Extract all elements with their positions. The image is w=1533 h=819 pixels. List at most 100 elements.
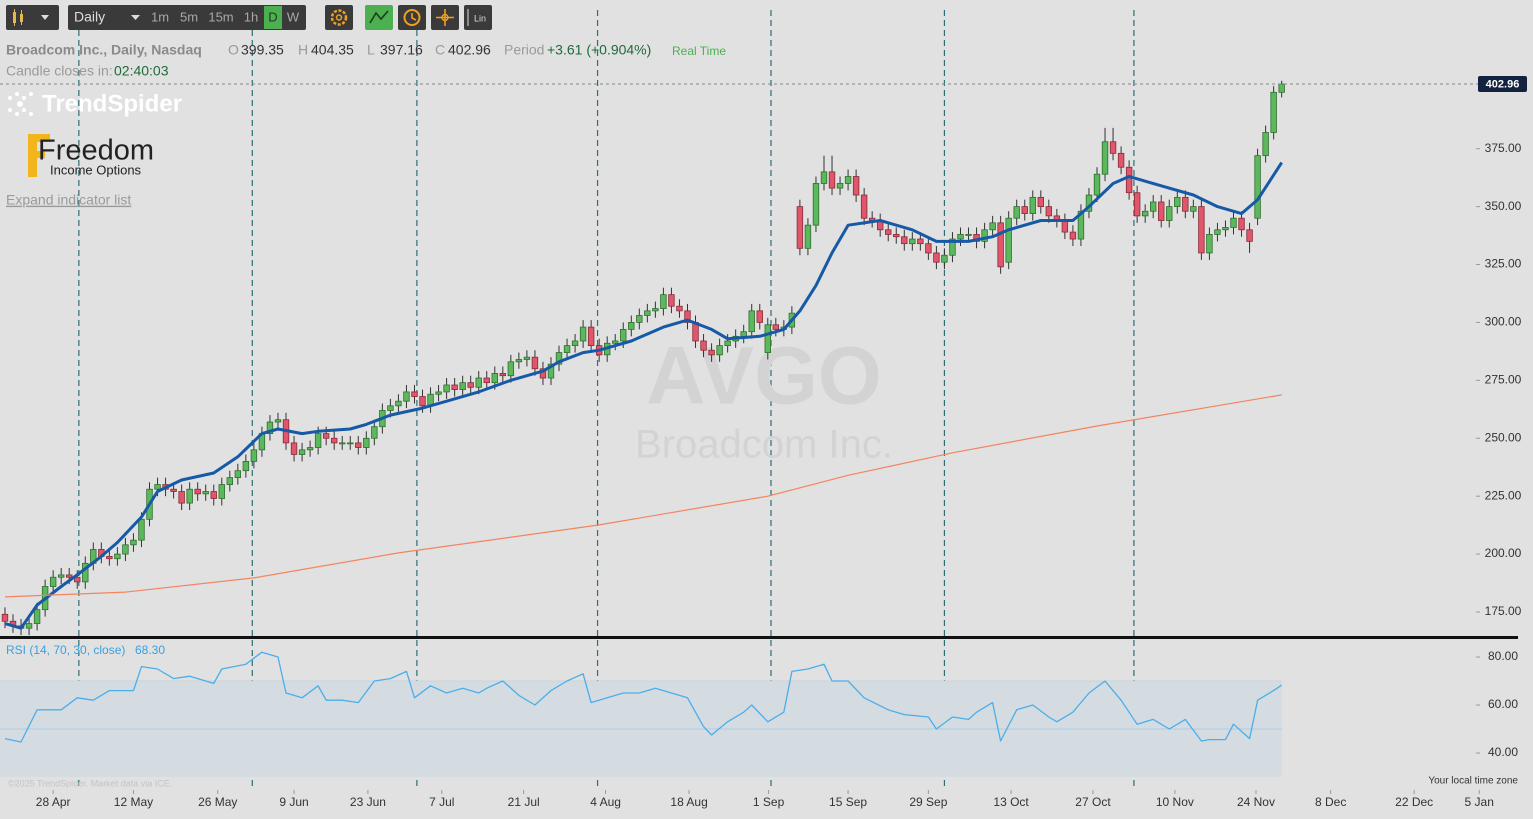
x-tick-label: 10 Nov: [1156, 795, 1194, 809]
candle-body: [355, 442, 362, 448]
candle-body: [684, 310, 691, 323]
candle-body: [395, 400, 402, 407]
candle-body: [1150, 201, 1157, 212]
candle-body: [403, 391, 410, 402]
candle-body: [941, 254, 948, 263]
candle-body: [804, 224, 812, 249]
candle-body: [612, 340, 619, 344]
candle-body: [170, 488, 177, 492]
candle-body: [363, 437, 370, 448]
period-label: Period: [504, 42, 544, 58]
x-tick-label: 4 Aug: [590, 795, 621, 809]
x-tick-label: 12 May: [114, 795, 153, 809]
interval-button[interactable]: W: [287, 9, 300, 24]
candle-body: [1013, 206, 1020, 219]
candle-body: [949, 238, 956, 256]
candle-body: [411, 391, 418, 397]
candle-body: [579, 326, 587, 342]
candle-body: [1, 613, 9, 622]
clock-button[interactable]: [398, 5, 426, 30]
candle-body: [1061, 220, 1069, 233]
candle-body: [106, 555, 113, 560]
countdown: 02:40:03: [114, 63, 169, 79]
candle-body: [547, 363, 555, 379]
low-value: 397.16: [380, 42, 423, 58]
candle-body: [885, 229, 892, 235]
candle-body: [571, 340, 579, 347]
candle-body: [1109, 141, 1117, 154]
candle-body: [154, 484, 161, 490]
copyright: ©2025 TrendSpider. Market data via ICE.: [8, 778, 172, 788]
candle-body: [210, 491, 217, 499]
expand-indicators[interactable]: Expand indicator list: [6, 192, 131, 208]
scale-label: Lin: [474, 13, 486, 23]
overlay-line: [4, 394, 1282, 598]
candle-body: [981, 229, 988, 242]
candle-body: [1214, 229, 1221, 235]
candle-body: [66, 574, 73, 578]
close-label: C: [435, 42, 445, 58]
symbol-title: Broadcom Inc., Daily, Nasdaq: [6, 42, 202, 58]
candle-body: [1101, 141, 1109, 175]
interval-button[interactable]: 5m: [180, 9, 198, 24]
candle-body: [330, 437, 338, 444]
interval-button[interactable]: 1m: [151, 9, 169, 24]
countdown-label: Candle closes in:: [6, 63, 113, 79]
candle-body: [475, 377, 482, 388]
trend-tool-button[interactable]: [365, 5, 393, 30]
crosshair-button[interactable]: [431, 5, 459, 30]
candle-body: [242, 461, 250, 472]
interval-button[interactable]: 15m: [208, 9, 233, 24]
x-tick-label: 7 Jul: [429, 795, 454, 809]
scale-button[interactable]: Lin: [464, 5, 492, 30]
y-tick-label: 250.00: [1485, 430, 1522, 444]
candle-body: [708, 349, 715, 356]
candle-body: [820, 171, 828, 184]
settings-button[interactable]: [325, 5, 353, 30]
candle-body: [314, 433, 322, 448]
last-price-label: 402.96: [1486, 78, 1520, 90]
interval-dropdown[interactable]: Daily: [74, 9, 140, 25]
candle-body: [250, 449, 258, 462]
y-tick-label: 375.00: [1485, 141, 1522, 155]
candle-body: [756, 310, 763, 323]
candle-body: [523, 356, 531, 360]
y-tick-label: 60.00: [1488, 697, 1518, 711]
toolbar: Daily 1m 5m 15m 1h D W: [6, 5, 492, 30]
y-tick-label: 200.00: [1485, 546, 1522, 560]
candle-body: [1246, 229, 1253, 242]
interval-button[interactable]: 1h: [244, 9, 258, 24]
interval-button[interactable]: D: [268, 9, 277, 24]
y-tick-label: 40.00: [1488, 745, 1518, 759]
candle-body: [130, 539, 137, 546]
candle-body: [298, 449, 306, 455]
candle-body: [491, 372, 498, 384]
income-text: Income Options: [50, 162, 142, 177]
candle-body: [507, 361, 515, 377]
candle-body: [1278, 83, 1285, 93]
candle-body: [700, 340, 707, 351]
candle-body: [1166, 206, 1173, 221]
timezone: Your local time zone: [1428, 776, 1518, 787]
candle-body: [266, 421, 274, 435]
trendspider-text: TrendSpider: [42, 90, 182, 117]
x-tick-label: 18 Aug: [670, 795, 707, 809]
high-value: 404.35: [311, 42, 354, 58]
candle-body: [33, 609, 41, 624]
candle-body: [306, 447, 314, 451]
candle-body: [1158, 201, 1165, 221]
candle-body: [531, 356, 539, 370]
candle-body: [917, 238, 924, 245]
candle-body: [965, 234, 972, 236]
candle-body: [122, 544, 129, 555]
candle-body: [893, 234, 900, 238]
candle-body: [1141, 210, 1149, 217]
over-layer: 175.00 200.00 225.00 250.00 275.00 300.00 325.…: [0, 75, 1527, 809]
candle-body: [114, 553, 121, 560]
candle-body: [25, 623, 33, 629]
candle-body: [676, 305, 683, 312]
candle-body: [628, 322, 635, 330]
candle-body: [1029, 196, 1036, 214]
chart-type-button[interactable]: [6, 5, 59, 30]
